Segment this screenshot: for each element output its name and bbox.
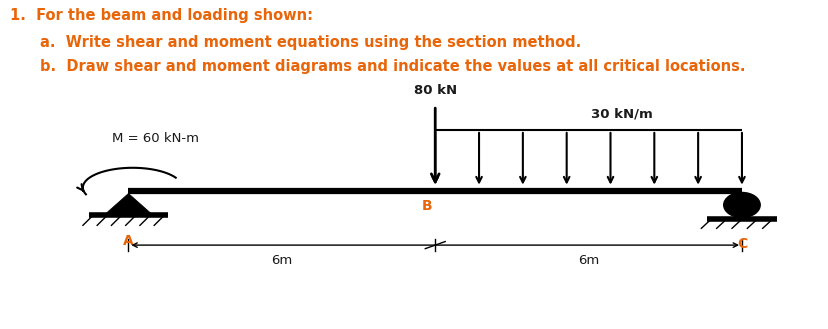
Text: C: C xyxy=(736,237,746,251)
Text: A: A xyxy=(123,234,133,248)
Text: 6m: 6m xyxy=(577,254,599,267)
Text: b.  Draw shear and moment diagrams and indicate the values at all critical locat: b. Draw shear and moment diagrams and in… xyxy=(40,59,744,74)
Text: 6m: 6m xyxy=(271,254,292,267)
Text: 30 kN/m: 30 kN/m xyxy=(590,107,652,120)
Text: B: B xyxy=(421,199,431,213)
Text: 1.  For the beam and loading shown:: 1. For the beam and loading shown: xyxy=(10,8,313,23)
Text: a.  Write shear and moment equations using the section method.: a. Write shear and moment equations usin… xyxy=(40,35,580,50)
Ellipse shape xyxy=(723,192,759,217)
Text: M = 60 kN-m: M = 60 kN-m xyxy=(112,132,199,145)
Text: 80 kN: 80 kN xyxy=(413,84,456,97)
Polygon shape xyxy=(104,193,153,215)
